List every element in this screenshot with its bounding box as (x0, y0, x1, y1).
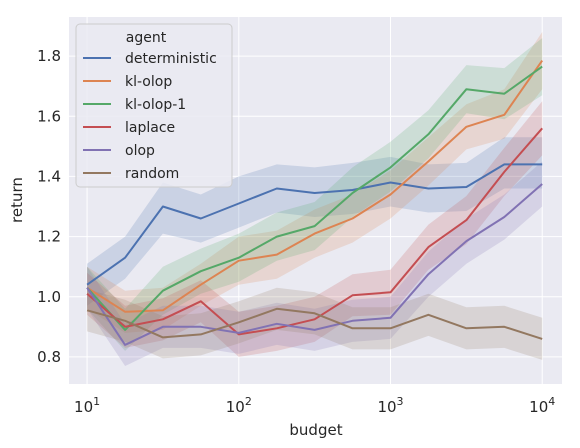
x-tick-label: 103 (377, 395, 403, 416)
y-tick-label: 1.2 (37, 228, 61, 246)
x-axis-label: budget (289, 421, 342, 439)
x-tick-label: 102 (226, 395, 252, 416)
legend: agent deterministic kl-olop kl-olop-1 lapla… (76, 24, 232, 187)
x-tick-label: 104 (529, 395, 555, 416)
legend-label: deterministic (125, 51, 217, 67)
y-tick-label: 1.0 (37, 288, 61, 306)
legend-label: olop (125, 143, 155, 159)
y-tick-label: 1.8 (37, 47, 61, 65)
y-tick-label: 1.6 (37, 107, 61, 125)
y-tick-label: 0.8 (37, 348, 61, 366)
y-tick-label: 1.4 (37, 167, 61, 185)
legend-label: random (125, 166, 179, 182)
legend-label: kl-olop (125, 74, 172, 90)
y-axis-label: return (8, 177, 26, 223)
legend-title: agent (126, 30, 167, 46)
legend-label: laplace (125, 120, 175, 136)
x-tick-label: 101 (74, 395, 100, 416)
legend-label: kl-olop-1 (125, 97, 186, 113)
